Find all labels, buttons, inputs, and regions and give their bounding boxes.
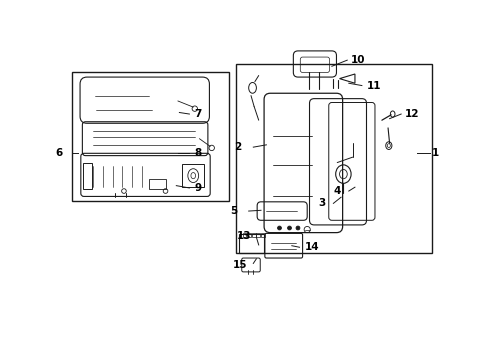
Ellipse shape xyxy=(295,226,299,230)
Text: 8: 8 xyxy=(194,148,201,158)
Bar xyxy=(261,233,264,237)
Text: 7: 7 xyxy=(194,109,201,119)
Text: 9: 9 xyxy=(194,183,201,193)
Text: 12: 12 xyxy=(404,109,419,119)
Text: 3: 3 xyxy=(318,198,325,208)
Ellipse shape xyxy=(287,226,291,230)
Bar xyxy=(83,163,92,189)
Bar xyxy=(71,72,229,201)
Bar xyxy=(182,164,203,187)
Text: 6: 6 xyxy=(55,148,62,158)
Ellipse shape xyxy=(277,226,281,230)
Bar xyxy=(256,233,260,237)
Text: 2: 2 xyxy=(234,142,241,152)
Bar xyxy=(242,233,246,237)
Text: 10: 10 xyxy=(350,55,365,65)
Bar xyxy=(235,64,431,253)
Text: 5: 5 xyxy=(229,206,237,216)
Text: 1: 1 xyxy=(431,148,438,158)
Text: 14: 14 xyxy=(305,242,319,252)
Text: 13: 13 xyxy=(236,231,250,241)
Text: 11: 11 xyxy=(366,81,380,91)
Bar xyxy=(149,180,166,189)
Bar xyxy=(246,233,250,237)
Text: 15: 15 xyxy=(232,260,246,270)
Bar xyxy=(239,234,264,253)
Text: 4: 4 xyxy=(333,186,341,196)
Bar xyxy=(251,233,255,237)
